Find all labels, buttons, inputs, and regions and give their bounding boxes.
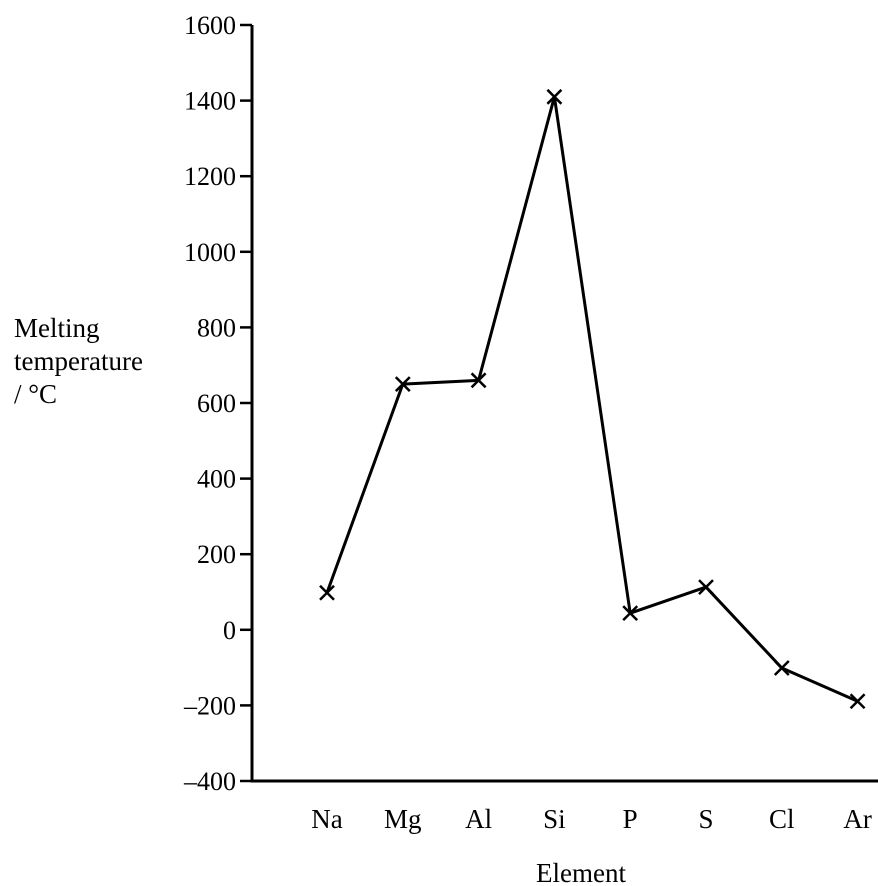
- y-axis-title-line: temperature: [14, 346, 143, 376]
- y-tick-label: 800: [197, 313, 236, 342]
- x-tick-label: P: [623, 804, 638, 834]
- y-tick-label: 1400: [184, 87, 236, 116]
- x-tick-label: Mg: [384, 804, 422, 834]
- x-tick-label: Na: [311, 804, 342, 834]
- data-point-marker: [319, 584, 335, 601]
- x-tick-label: Ar: [843, 804, 872, 834]
- y-tick-label: 1000: [184, 238, 236, 267]
- y-tick-label: 1200: [184, 162, 236, 191]
- y-tick-label: 0: [223, 616, 236, 645]
- x-tick-label: Cl: [769, 804, 795, 834]
- y-tick-label: –400: [183, 767, 236, 796]
- series-line-group: [325, 95, 859, 703]
- data-point-marker: [394, 376, 411, 392]
- x-tick-label: Si: [543, 804, 566, 834]
- x-tick-label: S: [698, 804, 713, 834]
- x-axis-title: Element: [536, 858, 626, 886]
- x-axis: Na Mg Al Si P S Cl Ar: [250, 779, 878, 834]
- y-tick-label: 200: [197, 540, 236, 569]
- data-point-marker: [622, 605, 639, 622]
- data-point-marker: [470, 372, 487, 389]
- y-tick-label: –200: [183, 691, 236, 720]
- series-line: [325, 95, 859, 703]
- y-tick-label: 600: [197, 389, 236, 418]
- y-axis-title-line: Melting: [14, 313, 100, 343]
- data-markers: [319, 88, 866, 710]
- x-tick-label: Al: [465, 804, 492, 834]
- data-point-marker: [546, 88, 563, 105]
- data-point-marker: [773, 660, 790, 676]
- data-point-marker: [849, 693, 866, 710]
- y-tick-label: 1600: [184, 11, 236, 40]
- y-axis: –400 –200 0 200 400 600 800 1000 1200 1400 1600: [183, 11, 254, 796]
- data-point-marker: [698, 579, 714, 595]
- y-tick-label: 400: [197, 465, 236, 494]
- y-axis-title-line: / °C: [14, 379, 57, 409]
